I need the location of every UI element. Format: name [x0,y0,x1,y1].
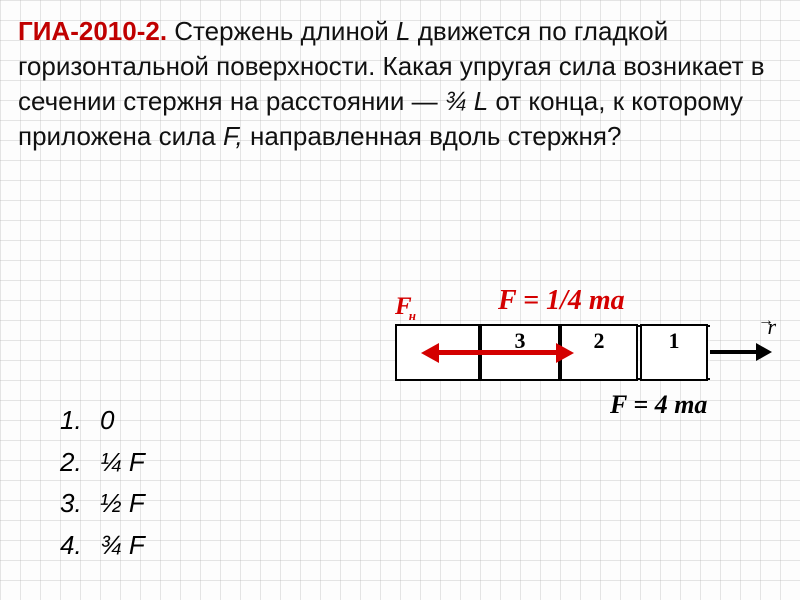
length-L: L [396,16,410,46]
answer-num: 2. [60,442,100,484]
answer-row: 2. ¼ F [60,442,145,484]
answer-num: 1. [60,400,100,442]
answer-row: 1. 0 [60,400,145,442]
answer-val: ¼ F [100,442,145,484]
vector-r-label: r [767,314,776,340]
arrow-head-right-icon [756,343,772,361]
answer-val: ½ F [100,483,145,525]
three-quarter-L: ¾ L [445,86,488,116]
question-part-3: направленная вдоль стержня? [250,121,622,151]
block-label: 1 [669,328,680,354]
block-1: 1 [640,324,708,381]
answer-num: 4. [60,525,100,567]
red-double-arrow [425,345,570,359]
answer-num: 3. [60,483,100,525]
arrow-shaft [710,350,758,354]
answer-row: 4. ¾ F [60,525,145,567]
question-part-0: Стержень длиной [174,16,396,46]
answer-row: 3. ½ F [60,483,145,525]
question-prefix: ГИА-2010-2. [18,16,167,46]
arrow-shaft [435,350,560,355]
block-label: 2 [594,328,605,354]
force-F: F, [223,121,243,151]
arrow-head-right-icon [556,343,574,363]
answer-val: ¾ F [100,525,145,567]
question-text: ГИА-2010-2. Стержень длиной L движется п… [18,14,778,154]
answers-list: 1. 0 2. ¼ F 3. ½ F 4. ¾ F [60,400,145,566]
answer-val: 0 [100,400,114,442]
vector-r-arrow: → r [710,346,770,358]
rod-diagram: 3 2 1 → r [395,300,775,410]
f-4ma-label: F = 4 ma [610,390,707,420]
arrow-head-left-icon [421,343,439,363]
